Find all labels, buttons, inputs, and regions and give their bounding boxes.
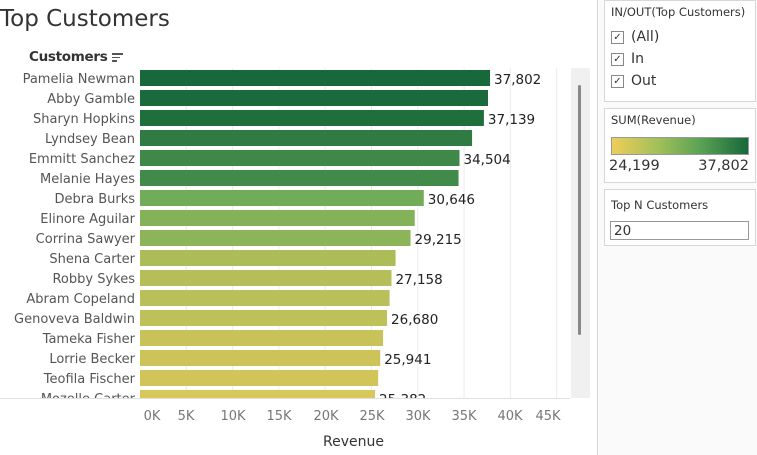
bar bbox=[140, 230, 411, 246]
data-label: 34,504 bbox=[464, 152, 511, 168]
x-tick-label: 20K bbox=[313, 409, 339, 424]
customer-label: Emmitt Sanchez bbox=[29, 152, 135, 167]
customer-label: Sharyn Hopkins bbox=[33, 112, 135, 127]
page-title: Top Customers bbox=[0, 6, 170, 32]
option-label: Out bbox=[631, 73, 657, 89]
data-label: 29,215 bbox=[415, 232, 462, 248]
legend-title: SUM(Revenue) bbox=[611, 113, 696, 127]
option-label: (All) bbox=[631, 29, 660, 45]
customer-label: Abram Copeland bbox=[26, 292, 135, 307]
customer-label: Tameka Fisher bbox=[42, 332, 136, 347]
bar bbox=[140, 250, 396, 266]
customer-label: Abby Gamble bbox=[47, 92, 135, 107]
bar bbox=[140, 90, 488, 106]
customer-label: Genoveva Baldwin bbox=[14, 312, 135, 327]
color-gradient bbox=[611, 137, 749, 155]
x-tick-label: 25K bbox=[359, 409, 385, 424]
bar bbox=[140, 310, 388, 326]
bar bbox=[140, 370, 379, 386]
option-label: In bbox=[631, 51, 645, 67]
checkbox-checked-icon[interactable]: ✓ bbox=[611, 52, 624, 66]
side-panel: IN/OUT(Top Customers) ✓ (All) ✓ In ✓ Out SU… bbox=[597, 0, 757, 455]
customer-label: Lorrie Becker bbox=[49, 352, 135, 367]
bar bbox=[140, 190, 424, 206]
bar bbox=[140, 110, 484, 126]
customer-label: Pamelia Newman bbox=[23, 72, 135, 87]
customer-label: Teofila Fischer bbox=[43, 372, 136, 387]
checkbox-checked-icon[interactable]: ✓ bbox=[611, 74, 624, 88]
x-tick-label: 45K bbox=[535, 409, 561, 424]
x-tick-label: 10K bbox=[220, 409, 246, 424]
topn-title: Top N Customers bbox=[611, 198, 709, 212]
bar bbox=[140, 270, 392, 286]
bar-chart: Pamelia Newman 37,802 Abby Gamble Sharyn Ho… bbox=[0, 68, 570, 424]
customers-header[interactable]: Customers bbox=[29, 49, 123, 65]
topn-parameter-card: Top N Customers 20 bbox=[604, 189, 756, 246]
customer-label: Lyndsey Bean bbox=[45, 132, 135, 147]
scrollbar-thumb[interactable] bbox=[578, 85, 581, 335]
x-tick-label: 15K bbox=[266, 409, 292, 424]
bar bbox=[140, 70, 491, 86]
topn-input[interactable]: 20 bbox=[610, 221, 749, 240]
legend-min: 24,199 bbox=[609, 158, 660, 174]
filter-option-all[interactable]: ✓ (All) bbox=[605, 26, 755, 48]
customer-label: Elinore Aguilar bbox=[40, 212, 135, 227]
bar bbox=[140, 210, 415, 226]
plot-area: Pamelia Newman 37,802 Abby Gamble Sharyn Ho… bbox=[14, 68, 558, 408]
customer-label: Debra Burks bbox=[54, 192, 135, 207]
color-legend-card: SUM(Revenue) 24,199 37,802 bbox=[604, 108, 756, 183]
inout-filter-title: IN/OUT(Top Customers) bbox=[611, 5, 746, 19]
bar bbox=[140, 290, 390, 306]
data-label: 26,680 bbox=[391, 312, 438, 328]
customer-label: Melanie Hayes bbox=[40, 172, 135, 187]
inout-filter-card: IN/OUT(Top Customers) ✓ (All) ✓ In ✓ Out bbox=[604, 0, 756, 102]
bar bbox=[140, 330, 384, 346]
x-tick-label: 0K bbox=[144, 409, 161, 424]
data-label: 27,158 bbox=[395, 272, 442, 288]
checkbox-checked-icon[interactable]: ✓ bbox=[611, 30, 624, 44]
bar bbox=[140, 170, 459, 186]
data-label: 37,139 bbox=[488, 112, 535, 128]
x-tick-label: 5K bbox=[178, 409, 195, 424]
customer-label: Mozelle Carter bbox=[41, 392, 136, 407]
x-axis-title: Revenue bbox=[323, 434, 384, 450]
legend-max: 37,802 bbox=[698, 158, 749, 174]
customer-label: Corrina Sawyer bbox=[36, 232, 136, 247]
x-tick-label: 30K bbox=[405, 409, 431, 424]
filter-option-in[interactable]: ✓ In bbox=[605, 48, 755, 70]
data-label: 37,802 bbox=[494, 72, 541, 88]
x-tick-label: 35K bbox=[451, 409, 477, 424]
customers-header-label: Customers bbox=[29, 49, 108, 65]
bar bbox=[140, 390, 376, 398]
customer-label: Robby Sykes bbox=[52, 272, 135, 287]
sort-icon[interactable] bbox=[111, 52, 123, 62]
data-label: 25,382 bbox=[379, 392, 426, 408]
bar bbox=[140, 150, 460, 166]
data-label: 25,941 bbox=[384, 352, 431, 368]
bar bbox=[140, 130, 473, 146]
data-label: 30,646 bbox=[428, 192, 475, 208]
filter-option-out[interactable]: ✓ Out bbox=[605, 70, 755, 92]
bar bbox=[140, 350, 381, 366]
customer-label: Shena Carter bbox=[49, 252, 135, 267]
x-tick-label: 40K bbox=[497, 409, 523, 424]
